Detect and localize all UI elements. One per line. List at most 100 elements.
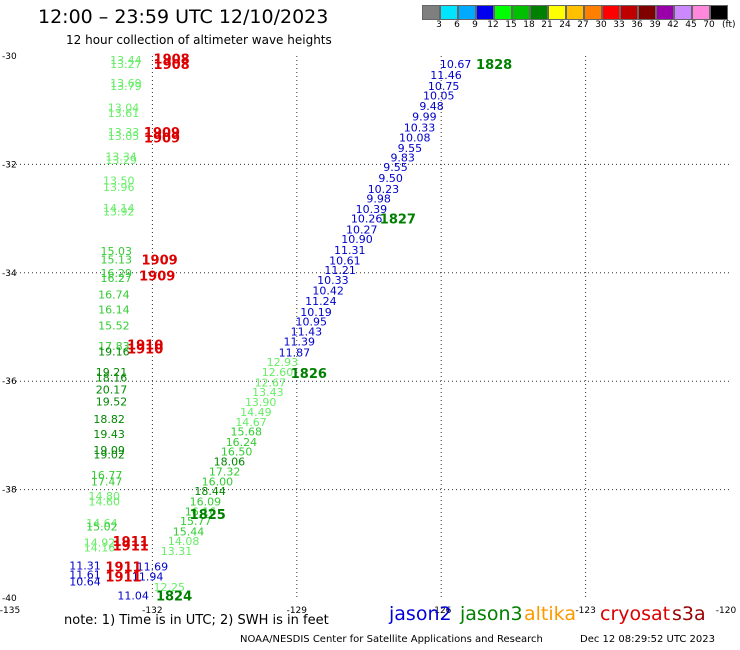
swh-label-jason3: 15.03 [101, 245, 133, 258]
swh-label-jason2: 11.61 [69, 569, 101, 582]
grid-lines [8, 56, 730, 598]
swh-label-jason3: 19.16 [98, 345, 130, 358]
swh-label-jason3: 14.14 [103, 202, 135, 215]
swh-label-jason3: 12.60 [262, 366, 294, 379]
scale-label: 30 [595, 20, 607, 30]
scale-label: 15 [505, 20, 517, 30]
swh-label-jason3: 18.44 [194, 485, 226, 498]
swh-label-jason3: 13.61 [108, 107, 140, 120]
swh-label-jason3: 13.90 [245, 396, 277, 409]
swh-label-jason3: 16.09 [190, 496, 222, 509]
scale-label: 9 [472, 20, 478, 30]
swh-label-jason3: 15.13 [101, 253, 133, 266]
pass-time-label: 1909 [144, 131, 180, 146]
swh-label-jason2: 10.61 [329, 254, 361, 267]
y-tick-label: -36 [2, 377, 17, 387]
swh-label-jason3: 14.92 [84, 537, 116, 550]
credit-line: NOAA/NESDIS Center for Satellite Applica… [240, 634, 543, 645]
scale-swatch [458, 5, 476, 20]
swh-label-jason2: 9.55 [383, 161, 408, 174]
sat-label-cryosat: cryosat [600, 603, 671, 625]
pass-time-label: 1909 [142, 253, 178, 268]
scale-label: 18 [523, 20, 535, 30]
swh-label-jason2: 10.23 [368, 183, 400, 196]
swh-label-jason2: 10.95 [295, 316, 327, 329]
swh-label-jason3: 14.16 [84, 542, 116, 555]
pass-time-label: 1911 [113, 535, 149, 550]
scale-label: 6 [454, 20, 460, 30]
pass-time-label: 1911 [105, 561, 141, 576]
scale-swatch [638, 5, 656, 20]
swh-label-jason3: 15.44 [173, 525, 205, 538]
swh-label-jason3: 13.34 [105, 150, 137, 163]
swh-label-jason3: 16.00 [202, 475, 234, 488]
swh-label-jason2: 10.08 [399, 131, 431, 144]
chart-title: 12:00 – 23:59 UTC 12/10/2023 [38, 6, 329, 28]
x-tick-label: -123 [575, 606, 595, 616]
scale-swatch [656, 5, 674, 20]
swh-label-jason2: 11.39 [283, 336, 315, 349]
swh-label-jason2: 10.27 [346, 223, 378, 236]
pass-time-label: 1911 [113, 539, 149, 554]
y-tick-label: -40 [2, 594, 17, 604]
scale-label: 45 [685, 20, 697, 30]
scale-swatch [674, 5, 692, 20]
scale-swatch [584, 5, 602, 20]
pass-time-label: 1827 [380, 213, 416, 228]
swh-label-jason2: 10.64 [69, 576, 101, 589]
sat-label-altika: altika [524, 603, 576, 625]
swh-label-jason3: 13.43 [252, 386, 284, 399]
pass-time-label: 1828 [476, 58, 512, 73]
scale-label: 3 [436, 20, 442, 30]
swh-label-jason3: 13.27 [110, 58, 142, 71]
y-tick-label: -30 [2, 52, 17, 62]
x-tick-label: -126 [431, 606, 452, 616]
swh-label-jason2: 10.67 [440, 58, 472, 71]
scale-swatch [602, 5, 620, 20]
pass-time-label: 1824 [156, 589, 192, 604]
scale-label: 21 [541, 20, 553, 30]
swh-label-jason3: 15.02 [86, 520, 118, 533]
scale-label: 39 [649, 20, 661, 30]
pass-time-label: 1826 [291, 367, 327, 382]
swh-label-jason2: 9.99 [412, 111, 437, 124]
swh-label-jason2: 10.39 [356, 203, 388, 216]
swh-label-jason3: 13.05 [108, 130, 140, 143]
scale-swatch [440, 5, 458, 20]
y-tick-label: -38 [2, 486, 17, 496]
x-tick-label: -129 [287, 606, 308, 616]
scale-label: 33 [613, 20, 625, 30]
swh-label-jason3: 14.64 [86, 517, 118, 530]
scale-label: 12 [487, 20, 499, 30]
scale-swatch [530, 5, 548, 20]
x-tick-label: -120 [716, 606, 737, 616]
swh-label-jason3: 16.24 [226, 436, 258, 449]
scale-swatch [692, 5, 710, 20]
swh-label-jason3: 15.77 [180, 515, 212, 528]
sat-label-s3a: s3a [672, 603, 706, 625]
swh-label-jason2: 10.42 [312, 285, 344, 298]
pass-time-label: 1909 [144, 126, 180, 141]
swh-label-jason3: 13.29 [105, 154, 137, 167]
swh-label-jason2: 10.26 [351, 213, 383, 226]
axis-ticks: -135 -132 -129 -126 -123 -120 -30 -32 -34 -36 -38 -… [0, 52, 736, 616]
swh-label-jason3: 13.96 [103, 181, 135, 194]
swh-label-jason3: 19.43 [93, 428, 125, 441]
swh-label-jason3: 20.17 [96, 383, 128, 396]
swh-label-jason3: 14.67 [235, 416, 267, 429]
scale-swatch [710, 5, 728, 20]
swh-label-jason3: 18.16 [96, 371, 128, 384]
pass-time-label: 1911 [105, 570, 141, 585]
swh-label-jason2: 11.21 [324, 264, 356, 277]
swh-label-jason2: 11.43 [291, 325, 323, 338]
swh-label-jason3: 15.52 [98, 319, 130, 332]
pass-time-label: 1908 [154, 53, 190, 68]
swh-label-jason2: 11.87 [279, 346, 311, 359]
swh-label-jason3: 14.60 [89, 496, 121, 509]
color-scale-unit: (ft) [722, 20, 736, 30]
pass-time-label: 1825 [190, 508, 226, 523]
swh-label-jason3: 13.79 [110, 80, 142, 93]
swh-label-jason3: 19.09 [93, 444, 125, 457]
swh-label-jason3: 13.31 [161, 545, 193, 558]
scale-label: 70 [703, 20, 715, 30]
